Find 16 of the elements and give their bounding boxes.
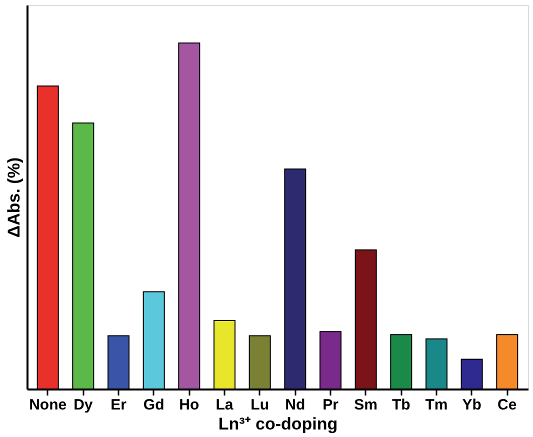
x-tick-label: Lu (250, 396, 269, 414)
x-tick-label: Er (110, 396, 127, 414)
x-tick-label: La (216, 396, 234, 414)
x-tick-label: Gd (143, 396, 164, 414)
x-tick-label: Dy (74, 396, 94, 414)
x-tick-label: Yb (462, 396, 482, 414)
x-tick-label: Tb (392, 396, 410, 414)
x-tick-label: Tm (425, 396, 448, 414)
x-tick-label: Ce (498, 396, 517, 414)
x-axis-title: Ln³⁺ co-doping (218, 414, 338, 434)
y-axis-title: ΔAbs. (%) (4, 157, 24, 238)
x-tick-label: Ho (179, 396, 200, 414)
x-tick-label: None (29, 396, 67, 414)
x-tick-label: Nd (285, 396, 306, 414)
x-tick-label: Sm (354, 396, 378, 414)
x-tick-label: Pr (322, 396, 339, 414)
